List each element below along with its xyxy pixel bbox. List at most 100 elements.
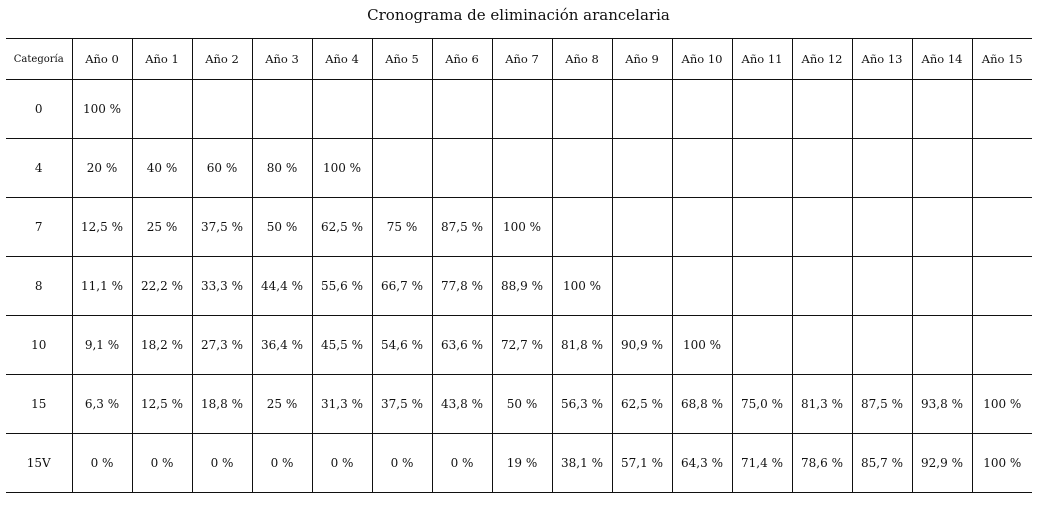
value-cell <box>431 79 493 139</box>
value-cell: 12,5 % <box>71 197 133 257</box>
value-cell <box>911 138 973 198</box>
table-row: 15 6,3 % 12,5 % 18,8 % 25 % 31,3 % 37,5 % 43,8 … <box>6 374 1032 434</box>
value-cell <box>731 138 793 198</box>
value-cell <box>551 79 613 139</box>
column-header: Año 3 <box>251 38 313 80</box>
table-row: 0 100 % <box>6 79 1032 139</box>
value-cell: 87,5 % <box>851 374 913 434</box>
value-cell: 62,5 % <box>611 374 673 434</box>
value-cell <box>131 79 193 139</box>
column-header: Año 11 <box>731 38 793 80</box>
value-cell: 18,8 % <box>191 374 253 434</box>
value-cell: 100 % <box>71 79 133 139</box>
value-cell: 75,0 % <box>731 374 793 434</box>
value-cell: 87,5 % <box>431 197 493 257</box>
value-cell: 0 % <box>71 433 133 493</box>
value-cell <box>551 138 613 198</box>
value-cell: 56,3 % <box>551 374 613 434</box>
value-cell: 40 % <box>131 138 193 198</box>
header-row: Categoría Año 0 Año 1 Año 2 Año 3 Año 4 … <box>6 38 1032 80</box>
value-cell: 100 % <box>311 138 373 198</box>
value-cell: 11,1 % <box>71 256 133 316</box>
value-cell <box>791 79 853 139</box>
value-cell: 78,6 % <box>791 433 853 493</box>
value-cell: 71,4 % <box>731 433 793 493</box>
value-cell <box>671 138 733 198</box>
value-cell <box>851 138 913 198</box>
column-header: Año 6 <box>431 38 493 80</box>
value-cell: 85,7 % <box>851 433 913 493</box>
category-cell: 15V <box>6 433 73 493</box>
value-cell: 63,6 % <box>431 315 493 375</box>
value-cell <box>491 79 553 139</box>
table-row: 15V 0 % 0 % 0 % 0 % 0 % 0 % 0 % 19 % 38,1 % 57,1 %… <box>6 433 1032 493</box>
value-cell <box>851 79 913 139</box>
value-cell: 75 % <box>371 197 433 257</box>
value-cell <box>431 138 493 198</box>
value-cell: 43,8 % <box>431 374 493 434</box>
value-cell <box>731 197 793 257</box>
column-header: Año 2 <box>191 38 253 80</box>
value-cell: 22,2 % <box>131 256 193 316</box>
value-cell <box>971 256 1032 316</box>
value-cell: 64,3 % <box>671 433 733 493</box>
page-title: Cronograma de eliminación arancelaria <box>367 6 670 24</box>
value-cell: 50 % <box>251 197 313 257</box>
value-cell: 19 % <box>491 433 553 493</box>
value-cell: 6,3 % <box>71 374 133 434</box>
value-cell <box>851 315 913 375</box>
value-cell <box>851 256 913 316</box>
table-row: 4 20 % 40 % 60 % 80 % 100 % <box>6 138 1032 198</box>
value-cell: 50 % <box>491 374 553 434</box>
value-cell: 38,1 % <box>551 433 613 493</box>
value-cell: 92,9 % <box>911 433 973 493</box>
value-cell: 27,3 % <box>191 315 253 375</box>
value-cell <box>971 138 1032 198</box>
column-header: Año 9 <box>611 38 673 80</box>
value-cell <box>671 79 733 139</box>
value-cell: 55,6 % <box>311 256 373 316</box>
value-cell <box>191 79 253 139</box>
value-cell: 90,9 % <box>611 315 673 375</box>
value-cell <box>791 197 853 257</box>
value-cell: 33,3 % <box>191 256 253 316</box>
value-cell: 9,1 % <box>71 315 133 375</box>
tariff-schedule-table: Categoría Año 0 Año 1 Año 2 Año 3 Año 4 … <box>6 38 1032 493</box>
column-header: Año 14 <box>911 38 973 80</box>
value-cell: 57,1 % <box>611 433 673 493</box>
category-cell: 8 <box>6 256 73 316</box>
value-cell: 77,8 % <box>431 256 493 316</box>
value-cell: 0 % <box>311 433 373 493</box>
table-row: 7 12,5 % 25 % 37,5 % 50 % 62,5 % 75 % 87,5 % 100… <box>6 197 1032 257</box>
table-row: 10 9,1 % 18,2 % 27,3 % 36,4 % 45,5 % 54,6 % 63,… <box>6 315 1032 375</box>
value-cell <box>671 197 733 257</box>
value-cell <box>731 315 793 375</box>
value-cell <box>911 79 973 139</box>
value-cell: 54,6 % <box>371 315 433 375</box>
value-cell: 0 % <box>191 433 253 493</box>
value-cell: 0 % <box>131 433 193 493</box>
value-cell: 60 % <box>191 138 253 198</box>
column-header: Año 12 <box>791 38 853 80</box>
value-cell: 100 % <box>971 433 1032 493</box>
value-cell <box>551 197 613 257</box>
column-header: Año 7 <box>491 38 553 80</box>
value-cell <box>971 315 1032 375</box>
value-cell: 0 % <box>431 433 493 493</box>
value-cell: 68,8 % <box>671 374 733 434</box>
value-cell <box>671 256 733 316</box>
column-header: Año 13 <box>851 38 913 80</box>
value-cell: 0 % <box>251 433 313 493</box>
value-cell: 36,4 % <box>251 315 313 375</box>
value-cell: 81,8 % <box>551 315 613 375</box>
value-cell: 20 % <box>71 138 133 198</box>
value-cell <box>971 197 1032 257</box>
value-cell <box>371 138 433 198</box>
value-cell: 66,7 % <box>371 256 433 316</box>
value-cell: 93,8 % <box>911 374 973 434</box>
value-cell <box>911 256 973 316</box>
column-header: Año 5 <box>371 38 433 80</box>
value-cell: 45,5 % <box>311 315 373 375</box>
value-cell <box>911 197 973 257</box>
value-cell: 0 % <box>371 433 433 493</box>
